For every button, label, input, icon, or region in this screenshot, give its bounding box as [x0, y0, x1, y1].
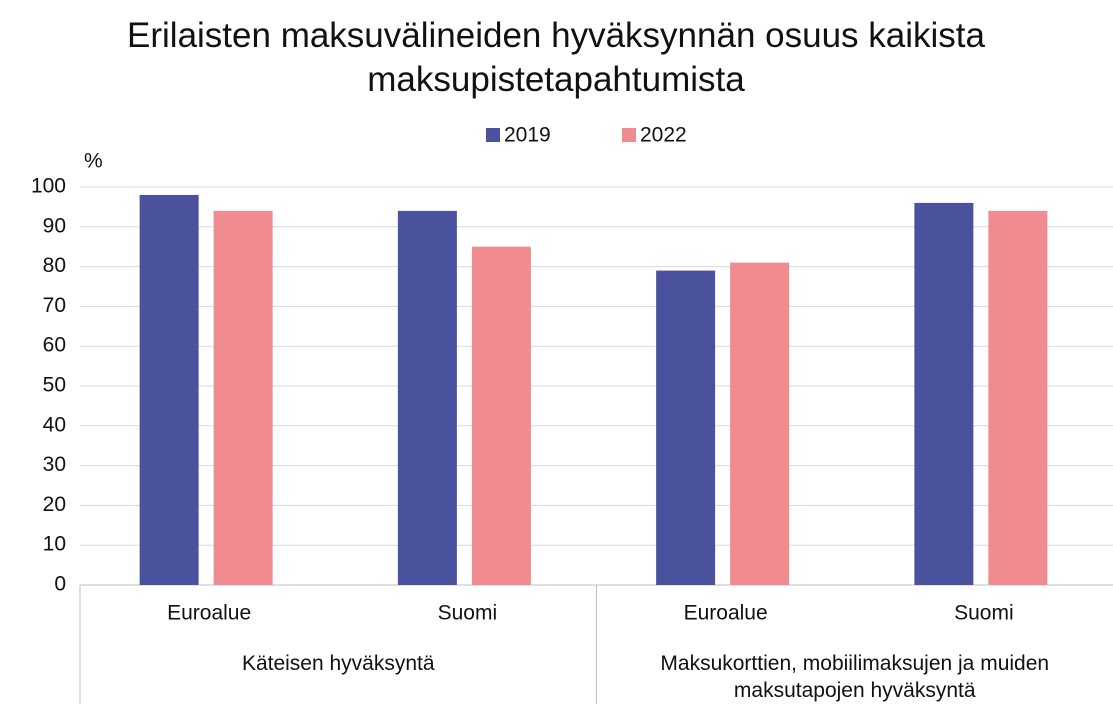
legend-swatch [486, 128, 500, 142]
bar [914, 202, 974, 586]
group-label: Maksukorttien, mobiilimaksujen ja muiden… [660, 652, 1050, 702]
bar [988, 210, 1048, 585]
y-tick-label: 0 [54, 573, 66, 596]
x-tick-label: Suomi [438, 602, 498, 625]
y-tick-label: 50 [43, 374, 66, 397]
bar [397, 210, 457, 585]
bar [730, 262, 790, 585]
x-tick-label: Euroalue [684, 602, 768, 625]
y-tick-label: 40 [43, 413, 66, 436]
y-tick-label: 70 [43, 294, 66, 317]
y-tick-label: 10 [43, 533, 66, 556]
legend-label: 2019 [504, 124, 551, 147]
legend-label: 2022 [640, 124, 687, 147]
y-tick-label: 30 [43, 453, 66, 476]
bar [213, 210, 273, 585]
y-tick-label: 20 [43, 493, 66, 516]
bar [139, 194, 199, 585]
chart-title: Erilaisten maksuvälineiden hyväksynnän o… [127, 16, 985, 99]
group-label: Käteisen hyväksyntä [241, 652, 435, 675]
bar [656, 270, 716, 585]
y-axis-label: % [84, 150, 103, 173]
y-tick-label: 100 [31, 175, 66, 198]
legend-swatch [622, 128, 636, 142]
bar [471, 246, 531, 585]
x-tick-label: Euroalue [167, 602, 251, 625]
x-tick-label: Suomi [954, 602, 1014, 625]
y-tick-label: 60 [43, 334, 66, 357]
y-tick-label: 90 [43, 214, 66, 237]
y-tick-label: 80 [43, 254, 66, 277]
